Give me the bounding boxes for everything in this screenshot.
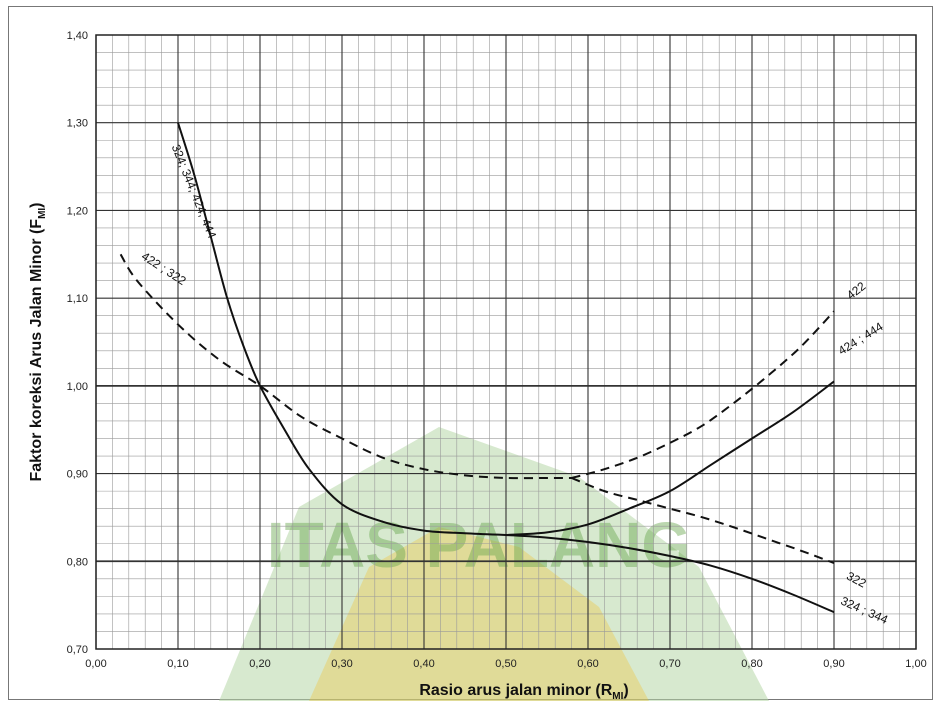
- y-tick-label: 0,90: [67, 469, 88, 481]
- y-tick-label: 1,00: [67, 381, 88, 393]
- major-grid: [95, 34, 917, 650]
- series-layer: [119, 122, 835, 614]
- plot-border: [95, 34, 917, 650]
- x-tick-label: 0,00: [85, 658, 106, 670]
- university-seal-watermark: ITAS PALANG: [219, 427, 769, 701]
- series-line: [571, 310, 835, 479]
- x-tick-label: 0,20: [249, 658, 270, 670]
- series-line: [119, 253, 572, 480]
- y-tick-label: 0,70: [67, 644, 88, 656]
- series-line: [177, 122, 507, 536]
- x-tick-label: 0,50: [495, 658, 516, 670]
- curve-label: 324 ; 344: [839, 594, 891, 627]
- line-chart: ITAS PALANG 324; 344; 424; 444 422 ; 322 4…: [28, 30, 927, 701]
- curve-label: 324; 344; 424; 444: [169, 142, 220, 240]
- y-tick-label: 0,80: [67, 556, 88, 568]
- x-tick-label: 0,70: [659, 658, 680, 670]
- series-line: [505, 533, 835, 614]
- x-tick-label: 0,60: [577, 658, 598, 670]
- x-tick-label: 0,80: [741, 658, 762, 670]
- y-tick-label: 1,10: [67, 293, 88, 305]
- x-tick-label: 0,40: [413, 658, 434, 670]
- x-tick-label: 0,10: [167, 658, 188, 670]
- x-tick-label: 1,00: [905, 658, 926, 670]
- y-tick-label: 1,40: [67, 30, 88, 42]
- chart-frame: ITAS PALANG 324; 344; 424; 444 422 ; 322 4…: [8, 6, 933, 701]
- x-tick-labels: 0,00 0,10 0,20 0,30 0,40 0,50 0,60 0,70 0,80 0,90…: [85, 658, 926, 670]
- y-axis-title: Faktor koreksi Arus Jalan Minor (FMI): [28, 202, 48, 481]
- curve-label: 424 ; 444: [836, 319, 886, 358]
- curve-label: 422: [844, 279, 869, 303]
- watermark-shield: [219, 427, 769, 701]
- curve-label: 322: [844, 569, 869, 591]
- y-tick-label: 1,20: [67, 205, 88, 217]
- x-axis-title: Rasio arus jalan minor (RMI): [419, 682, 628, 701]
- series-line: [571, 477, 835, 564]
- series-line: [505, 380, 835, 536]
- curve-label: 422 ; 322: [139, 249, 189, 288]
- watermark-text: ITAS PALANG: [267, 509, 691, 581]
- x-tick-label: 0,30: [331, 658, 352, 670]
- x-tick-label: 0,90: [823, 658, 844, 670]
- y-tick-label: 1,30: [67, 118, 88, 130]
- y-tick-labels: 0,70 0,80 0,90 1,00 1,10 1,20 1,30 1,40: [67, 30, 88, 656]
